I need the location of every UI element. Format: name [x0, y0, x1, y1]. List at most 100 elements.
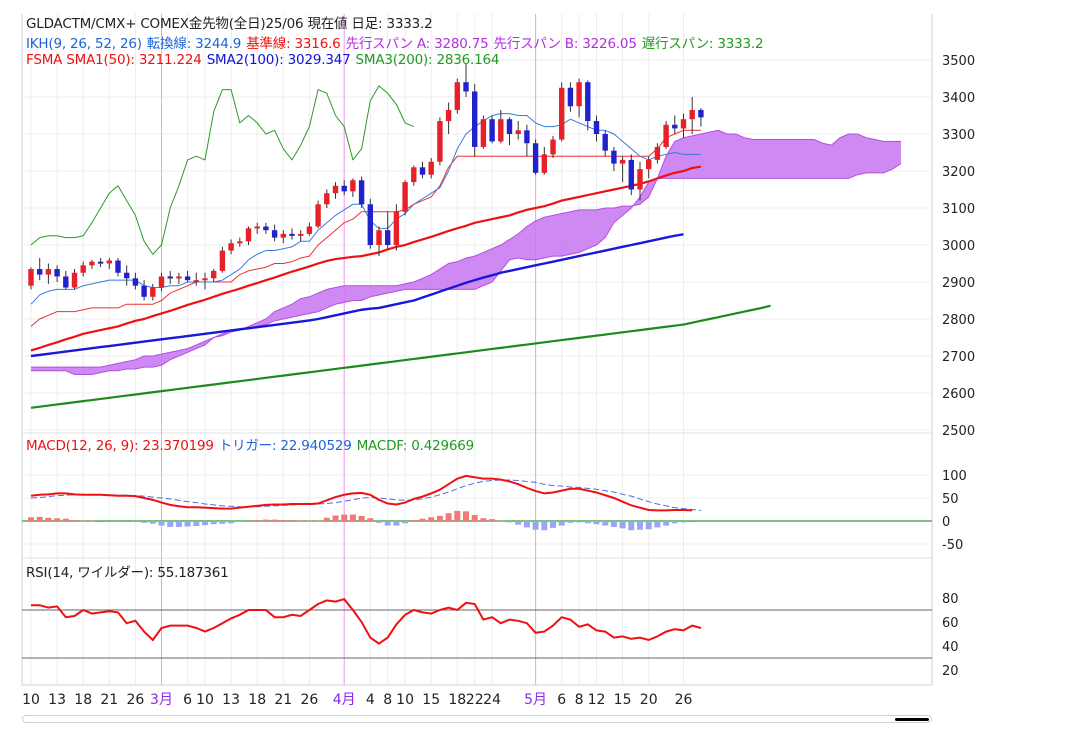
macdf-bar	[297, 520, 304, 522]
candle-body	[37, 269, 43, 275]
macdf-bar	[637, 521, 643, 530]
macdf-bar	[236, 521, 243, 522]
y-tick-label: 3100	[942, 202, 975, 217]
candle-body	[463, 82, 469, 92]
candle-body	[298, 233, 304, 236]
y-tick-label: 60	[942, 616, 959, 631]
macdf-bar	[97, 521, 104, 522]
candle-body	[550, 139, 556, 155]
x-tick-label: 20	[640, 692, 658, 708]
candle-body	[506, 119, 513, 134]
macdf-bar	[167, 521, 174, 527]
macdf-bar	[376, 521, 382, 523]
macdf-bar	[497, 520, 504, 522]
candle-body	[602, 134, 608, 151]
macdf-bar	[332, 515, 339, 521]
macdf-bar	[393, 521, 400, 526]
macdf-bar	[245, 521, 252, 522]
candle-body	[524, 130, 530, 144]
macdf-bar	[88, 520, 95, 522]
y-tick-label: 2700	[942, 350, 975, 365]
horizontal-scrollbar[interactable]	[22, 715, 932, 723]
candle-body	[184, 276, 191, 281]
macdf-bar	[402, 521, 409, 524]
x-tick-label: 10	[196, 692, 214, 708]
x-tick-label: 10	[22, 692, 40, 708]
macdf-bar	[584, 521, 591, 524]
macdf-bar	[184, 521, 191, 527]
candle-body	[341, 185, 347, 192]
tenkan-line	[30, 113, 701, 305]
candle-body	[97, 261, 104, 264]
macdf-bar	[471, 515, 478, 521]
y-tick-label: 40	[942, 640, 959, 655]
candle-body	[45, 269, 52, 275]
macdf-bar	[593, 521, 600, 525]
candle-body	[454, 82, 460, 110]
candle-body	[54, 269, 60, 277]
ichimoku-cloud	[31, 129, 902, 375]
candle-body	[472, 91, 478, 147]
candle-body	[480, 119, 487, 147]
sma3-line	[30, 304, 771, 409]
y-tick-label: 3000	[942, 239, 975, 254]
sma2-label: SMA2(100): 3029.347	[206, 52, 351, 68]
macdf-bar	[80, 520, 87, 522]
x-tick-label: 12	[588, 692, 606, 708]
span-a-label: 先行スパン A: 3280.75	[345, 36, 489, 52]
kijun-label: 基準線: 3316.6	[246, 36, 341, 52]
macdf-bar	[619, 521, 626, 529]
candle-body	[115, 260, 121, 273]
y-axis-labels: 2500 2600 2700 2800 2900 3000 3100 3200 3300 3400…	[942, 54, 975, 679]
macd-legend: MACD(12, 26, 9): 23.370199 トリガー: 22.94052…	[26, 434, 479, 454]
candle-body	[637, 169, 643, 190]
macdf-bar	[358, 515, 365, 521]
sma-legend: FSMA SMA1(50): 3211.224 SMA2(100): 3029.3…	[26, 52, 504, 68]
x-axis-labels: 10 13 18 21 26 3月 6 10 13 18 21 26 4月 4 8 10 15 18 22 24 5月 6…	[22, 692, 692, 708]
candle-body	[567, 87, 574, 107]
macdf-bar	[671, 521, 678, 524]
candle-body	[663, 124, 669, 147]
macdf-bar	[28, 517, 34, 521]
candle-body	[680, 119, 687, 129]
candle-body	[219, 250, 226, 271]
macdf-bar	[106, 521, 113, 522]
candle-body	[689, 109, 695, 120]
candle-body	[254, 226, 260, 229]
y-tick-label: 0	[942, 515, 950, 530]
x-tick-label: 13	[48, 692, 66, 708]
candle-body	[445, 109, 452, 122]
x-tick-label: 22	[466, 692, 484, 708]
ikh-label: IKH(9, 26, 52, 26)	[26, 36, 142, 52]
macdf-bar	[463, 511, 469, 521]
macdf-bar	[132, 521, 139, 522]
macdf-bar	[384, 521, 391, 526]
macdf-bar	[149, 521, 156, 524]
x-tick-label: 10	[396, 692, 414, 708]
macdf-bar	[306, 520, 313, 522]
scrollbar-thumb[interactable]	[895, 718, 929, 721]
candle-body	[324, 193, 330, 205]
candle-body	[193, 280, 199, 283]
candle-body	[211, 270, 217, 279]
macdf-bar	[567, 521, 574, 523]
macdf-bar	[45, 517, 52, 521]
candle-body	[437, 121, 443, 162]
x-tick-label: 4	[366, 692, 375, 708]
y-tick-label: 20	[942, 664, 959, 679]
macdf-bar	[202, 521, 208, 526]
x-tick-label: 3月	[150, 692, 173, 708]
candle-body	[428, 161, 434, 175]
y-tick-label: 2600	[942, 387, 975, 402]
rsi-legend: RSI(14, ワイルダー): 55.187361	[26, 565, 229, 581]
y-tick-label: 100	[942, 469, 967, 484]
macdf-bar	[341, 514, 348, 521]
y-tick-label: 80	[942, 592, 959, 607]
sma1-label: FSMA SMA1(50): 3211.224	[26, 52, 202, 68]
candle-body	[350, 180, 356, 192]
x-tick-label: 18	[248, 692, 266, 708]
candle-body	[611, 150, 617, 164]
candle-body	[419, 167, 426, 175]
candle-body	[367, 204, 373, 245]
